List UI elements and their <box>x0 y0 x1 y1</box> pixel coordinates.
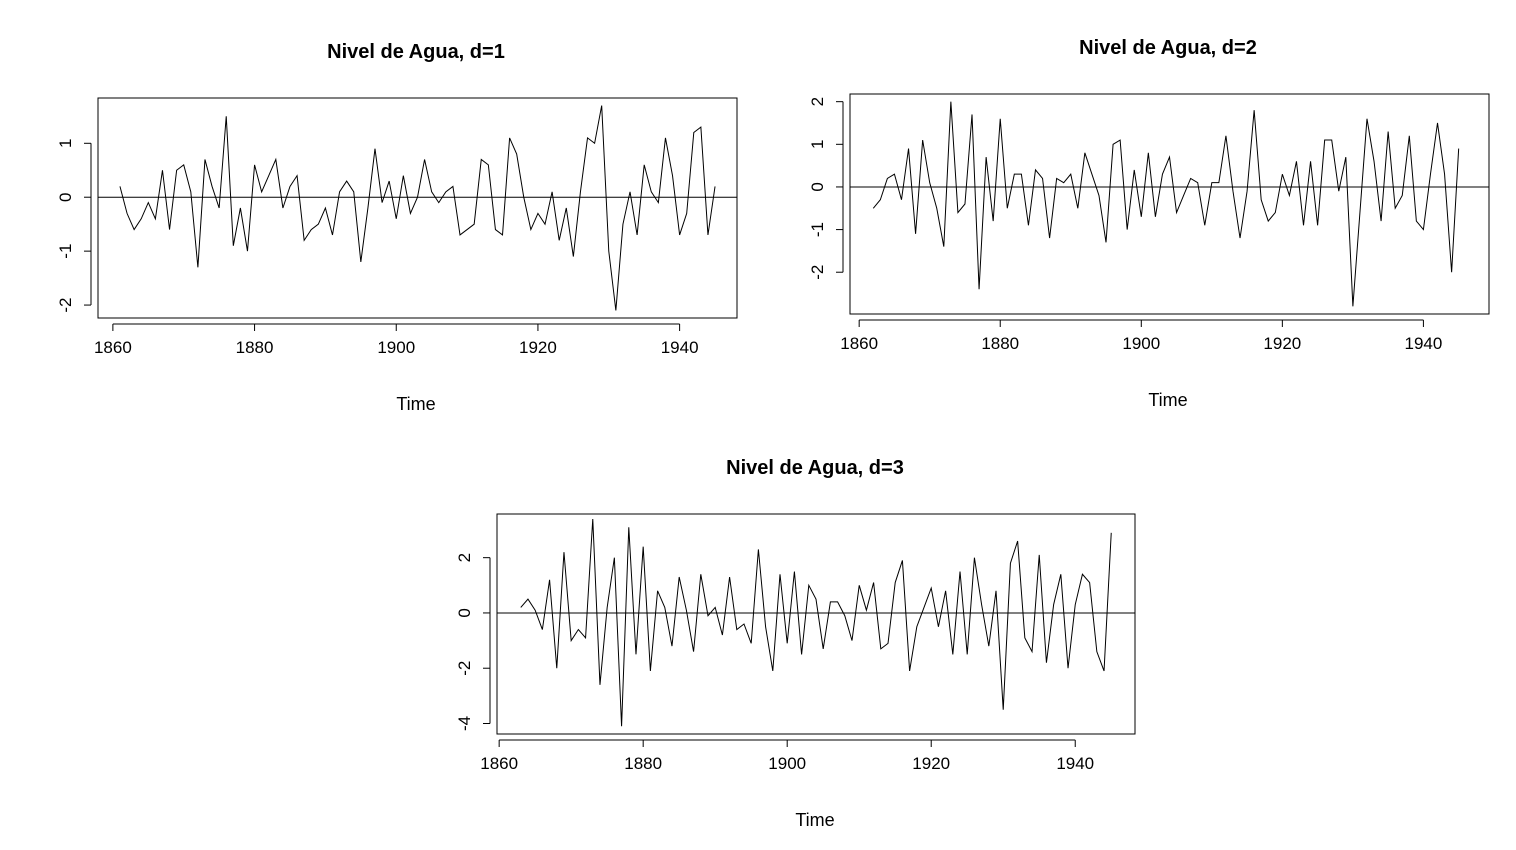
chart-title-d1: Nivel de Agua, d=1 <box>327 41 505 63</box>
chart-title-d2: Nivel de Agua, d=2 <box>1079 37 1257 59</box>
axis-ticks-d1: 1860 1880 1900 1920 1940 -2 -1 0 1 <box>56 139 699 357</box>
y-tick-label--1: -1 <box>808 222 827 237</box>
panel-d3: Nivel de Agua, d=3 1860 1880 1900 1920 1940 -… <box>455 457 1136 830</box>
chart-title-d3: Nivel de Agua, d=3 <box>726 457 904 479</box>
y-tick-label--4: -4 <box>455 716 474 731</box>
x-tick-label-1880: 1880 <box>981 334 1019 353</box>
plot-frame-d3 <box>496 513 1136 735</box>
x-tick-label-1860: 1860 <box>480 754 518 773</box>
series-line-d2 <box>872 101 1460 307</box>
y-tick-label--2: -2 <box>56 297 75 312</box>
series-line-d3 <box>520 518 1112 727</box>
x-axis-title-d2: Time <box>1148 390 1187 410</box>
x-tick-label-1920: 1920 <box>912 754 950 773</box>
y-tick-label-0: 0 <box>56 192 75 201</box>
x-tick-label-1900: 1900 <box>768 754 806 773</box>
x-tick-label-1940: 1940 <box>1404 334 1442 353</box>
y-tick-label--1: -1 <box>56 244 75 259</box>
panel-d1: Nivel de Agua, d=1 1860 1880 1900 1920 1940 -… <box>56 41 738 414</box>
x-tick-label-1900: 1900 <box>377 338 415 357</box>
y-tick-label-2: 2 <box>455 553 474 562</box>
x-tick-label-1860: 1860 <box>94 338 132 357</box>
x-tick-label-1880: 1880 <box>236 338 274 357</box>
y-tick-label-1: 1 <box>808 140 827 149</box>
y-tick-label-1: 1 <box>56 139 75 148</box>
x-axis-title-d3: Time <box>795 810 834 830</box>
plot-frame-d2 <box>849 93 1490 315</box>
panel-d2: Nivel de Agua, d=2 1860 1880 1900 1920 1940 -… <box>808 37 1490 410</box>
y-tick-label--2: -2 <box>808 265 827 280</box>
y-tick-label--2: -2 <box>455 661 474 676</box>
series-line-d1 <box>119 105 716 311</box>
y-tick-label-0: 0 <box>455 608 474 617</box>
x-tick-label-1900: 1900 <box>1122 334 1160 353</box>
x-tick-label-1940: 1940 <box>1056 754 1094 773</box>
plot-frame-d1 <box>97 97 738 319</box>
x-tick-label-1880: 1880 <box>624 754 662 773</box>
x-axis-title-d1: Time <box>396 394 435 414</box>
x-tick-label-1940: 1940 <box>661 338 699 357</box>
x-tick-label-1920: 1920 <box>519 338 557 357</box>
x-tick-label-1860: 1860 <box>840 334 878 353</box>
y-tick-label-2: 2 <box>808 97 827 106</box>
x-tick-label-1920: 1920 <box>1263 334 1301 353</box>
y-tick-label-0: 0 <box>808 182 827 191</box>
axis-ticks-d2: 1860 1880 1900 1920 1940 -2 -1 0 1 2 <box>808 97 1442 353</box>
axis-ticks-d3: 1860 1880 1900 1920 1940 -4 -2 0 2 <box>455 553 1094 773</box>
